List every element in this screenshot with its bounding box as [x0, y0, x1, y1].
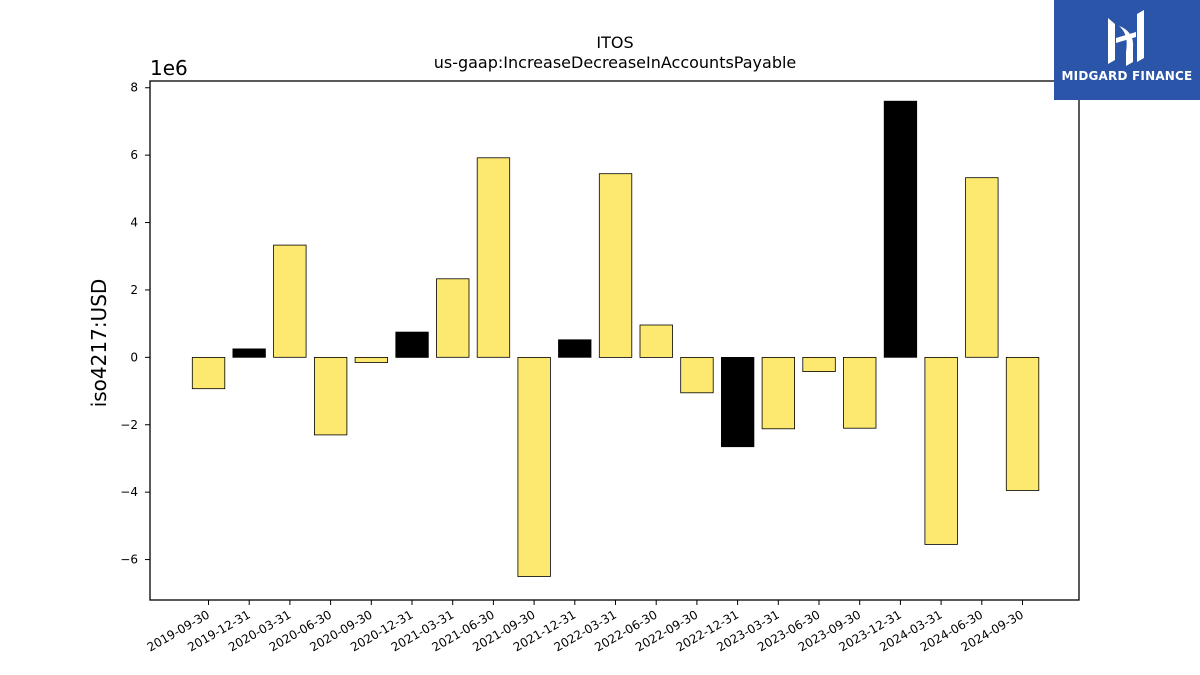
y-tick-label: 6	[130, 148, 138, 162]
bar-2023-09-30	[843, 356, 877, 429]
bar-2022-03-31	[598, 173, 633, 358]
y-tick-label: −2	[120, 418, 138, 432]
logo-text: MIDGARD FINANCE	[1061, 69, 1193, 83]
bar-2019-09-30	[191, 356, 226, 390]
bar-2023-03-31	[761, 356, 795, 430]
chart-title: ITOS	[596, 33, 633, 52]
y-tick-label: 8	[130, 81, 138, 95]
bar-2024-09-30	[1005, 356, 1040, 491]
brand-logo: MIDGARD FINANCE	[1054, 0, 1200, 100]
bar-2021-12-31	[558, 339, 592, 358]
y-ticks-group: −6 −4 −2 0 2 4 6 8	[120, 81, 150, 567]
bar-2021-06-30	[476, 157, 511, 358]
y-axis-label: iso4217:USD	[87, 279, 111, 408]
plot-frame	[149, 80, 1080, 601]
bar-2022-06-30	[639, 324, 673, 358]
bar-2023-06-30	[802, 356, 836, 372]
y-tick-label: 0	[130, 350, 138, 364]
bar-2021-03-31	[436, 278, 470, 358]
y-tick-label: −4	[120, 485, 138, 499]
bar-2020-09-30	[354, 356, 389, 363]
bar-2024-06-30	[965, 177, 999, 358]
y-tick-label: 2	[130, 283, 138, 297]
y-tick-label: 4	[130, 216, 138, 230]
bar-2020-12-31	[395, 331, 429, 358]
bar-2023-12-31	[883, 100, 918, 358]
y-tick-label: −6	[120, 553, 138, 567]
bar-2019-12-31	[232, 348, 266, 358]
bar-2022-12-31	[721, 356, 755, 448]
y-scale-label: 1e6	[150, 56, 188, 80]
bar-2021-09-30	[517, 356, 551, 577]
bar-2022-09-30	[680, 356, 714, 394]
x-ticks-group: 2019-09-302019-12-312020-03-312020-06-30…	[145, 600, 1026, 654]
bar-2020-06-30	[313, 356, 348, 436]
bar-2024-03-31	[924, 356, 958, 545]
bars-group	[191, 100, 1040, 577]
chart-subtitle: us-gaap:IncreaseDecreaseInAccountsPayabl…	[434, 53, 797, 72]
logo-icon	[1108, 10, 1144, 66]
bar-2020-03-31	[273, 244, 307, 358]
